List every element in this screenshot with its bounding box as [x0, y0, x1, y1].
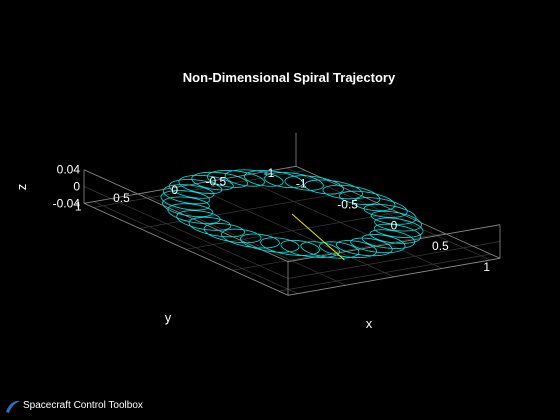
z-tick-label: 0 — [73, 180, 80, 194]
x-tick-label: -0.5 — [337, 197, 358, 211]
y-tick-label: -1 — [264, 166, 275, 180]
chart-title: Non-Dimensional Spiral Trajectory — [183, 70, 396, 85]
grid-line-x — [278, 253, 491, 292]
y-tick-label: -0.5 — [205, 174, 226, 188]
grid-line-z — [287, 241, 501, 279]
x-tick-label: 0 — [391, 218, 398, 232]
swoosh-logo-icon — [6, 400, 20, 413]
y-tick-label: 0 — [171, 183, 178, 197]
toolbox-label: Spacecraft Control Toolbox — [23, 400, 143, 411]
series-line-1 — [291, 213, 345, 261]
grid-line-y — [189, 184, 395, 278]
y-axis-label: y — [165, 310, 172, 325]
box-edge — [83, 202, 289, 296]
x-tick-label: -1 — [296, 176, 307, 190]
footer: Spacecraft Control Toolbox — [5, 398, 205, 416]
x-tick-label: 1 — [483, 260, 490, 274]
series-line-0 — [160, 169, 424, 259]
grid-line-x — [232, 232, 445, 271]
z-tick-label: 0.04 — [57, 163, 81, 177]
curve-layer — [160, 169, 424, 261]
x-tick-label: 0.5 — [432, 239, 449, 253]
grid-line-z — [83, 186, 289, 279]
grid-line-y — [93, 201, 298, 294]
y-tick-label: 1 — [75, 200, 82, 214]
grid-line-y — [141, 192, 346, 286]
box-edge — [287, 257, 501, 296]
z-tick-label: -0.04 — [53, 196, 81, 210]
z-axis-label: z — [14, 184, 29, 191]
y-tick-label: 0.5 — [113, 191, 130, 205]
x-axis-label: x — [366, 316, 373, 331]
